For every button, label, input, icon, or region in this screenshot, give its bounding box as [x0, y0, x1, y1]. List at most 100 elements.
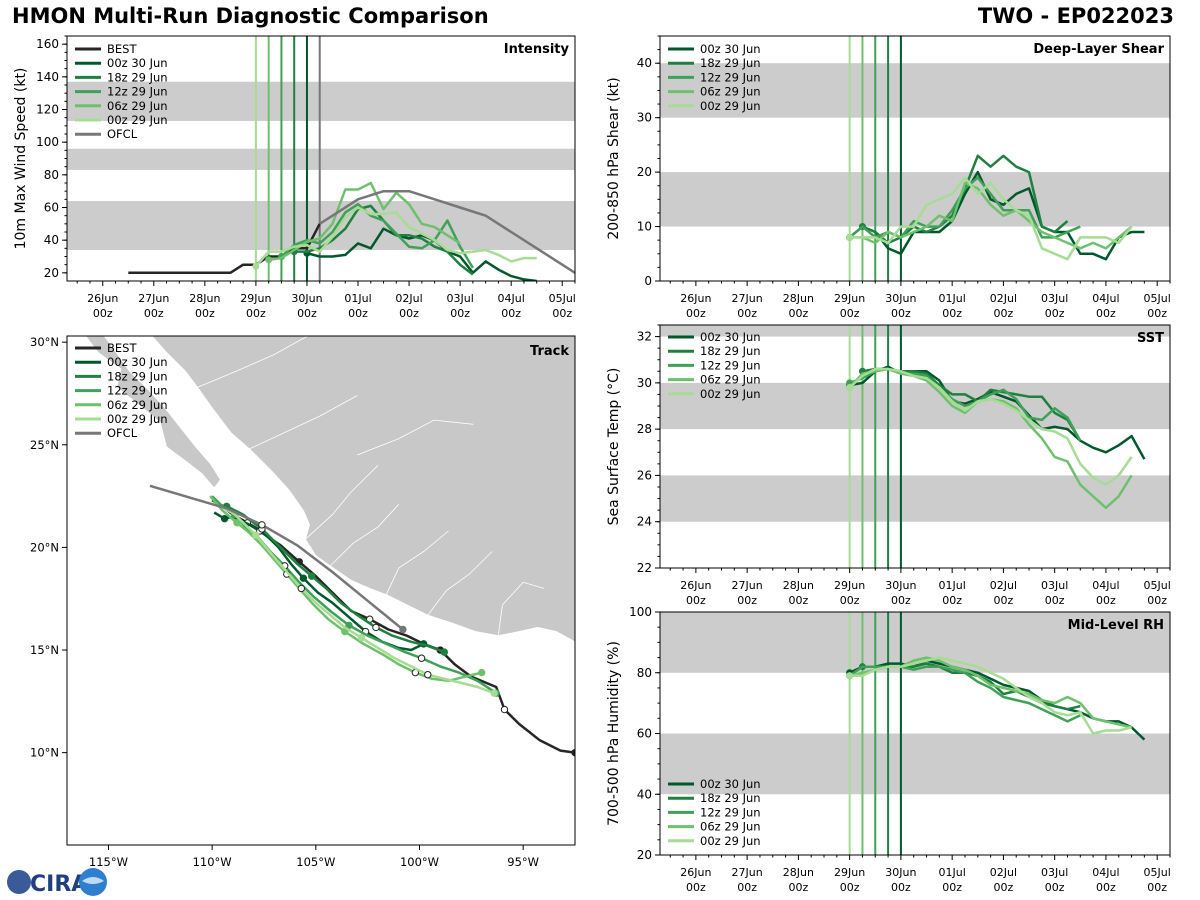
x-tick-label-hour: 00z: [246, 307, 266, 320]
y-tick-label: 0: [644, 274, 652, 288]
lat-tick-label: 30°N: [30, 335, 59, 349]
track-position-marker: [307, 572, 316, 580]
x-tick-label-day: 03Jul: [1041, 579, 1068, 592]
y-tick-label: 32: [637, 330, 652, 344]
x-tick-label-day: 29Jun: [240, 292, 271, 305]
threshold-band: [660, 63, 1170, 118]
storm-id: TWO - EP022023: [977, 4, 1174, 28]
track-position-marker: [477, 668, 486, 677]
x-tick-label-day: 02Jul: [395, 292, 422, 305]
x-tick-label-hour: 00z: [348, 307, 368, 320]
legend-entry: 12z 29 Jun: [107, 85, 168, 99]
y-tick-label: 100: [629, 605, 652, 619]
legend-entry: 06z 29 Jun: [107, 398, 168, 412]
lat-tick-label: 20°N: [30, 540, 59, 554]
track-position-marker: [500, 705, 509, 714]
state-border: [497, 581, 545, 636]
y-tick-label: 100: [36, 135, 59, 149]
legend-entry: 18z 29 Jun: [107, 70, 168, 84]
y-tick-label: 22: [637, 561, 652, 575]
y-tick-label: 20: [637, 848, 652, 862]
panel-title: Mid-Level RH: [1068, 618, 1164, 633]
lon-tick-label: 105°W: [296, 855, 335, 869]
x-tick-label-day: 28Jun: [783, 579, 814, 592]
legend-entry: OFCL: [107, 127, 138, 141]
x-tick-label-hour: 00z: [891, 594, 911, 607]
x-tick-label-day: 05Jul: [549, 292, 576, 305]
map-area: [85, 336, 575, 757]
x-tick-label-hour: 00z: [891, 307, 911, 320]
x-tick-label-day: 01Jul: [939, 292, 966, 305]
track-position-marker: [440, 648, 449, 656]
panel-shear: 0 10 20 30 40 26Jun 00z 27Jun 00z 28Jun 00z 29Jun 00…: [606, 35, 1171, 320]
legend-entry: 00z 30 Jun: [107, 355, 168, 369]
legend-entry: 06z 29 Jun: [107, 99, 168, 113]
x-tick-label-hour: 00z: [737, 881, 757, 894]
x-tick-label-day: 27Jun: [732, 579, 763, 592]
y-tick-label: 24: [637, 515, 652, 529]
x-tick-label-hour: 00z: [840, 594, 860, 607]
series-start-marker: [846, 383, 854, 391]
track-position-marker: [299, 574, 308, 582]
x-tick-label-day: 04Jul: [1092, 292, 1119, 305]
y-tick-label: 160: [36, 37, 59, 51]
x-tick-label-hour: 00z: [144, 307, 164, 320]
x-tick-label-hour: 00z: [399, 307, 419, 320]
legend-entry: 12z 29 Jun: [700, 70, 761, 84]
x-tick-label-day: 29Jun: [834, 866, 865, 879]
x-tick-label-day: 01Jul: [939, 866, 966, 879]
lon-tick-label: 95°W: [507, 855, 539, 869]
x-tick-label-day: 05Jul: [1144, 292, 1171, 305]
x-tick-label-day: 28Jun: [189, 292, 220, 305]
y-tick-label: 40: [637, 787, 652, 801]
x-tick-label-day: 04Jul: [1092, 866, 1119, 879]
x-tick-label-hour: 00z: [195, 307, 215, 320]
legend-entry: 12z 29 Jun: [700, 805, 761, 819]
y-tick-label: 140: [36, 70, 59, 84]
logo-swirl: [82, 877, 104, 884]
series-start-marker: [846, 672, 854, 680]
legend-entry: 00z 29 Jun: [107, 412, 168, 426]
series-start-marker: [846, 233, 854, 241]
x-tick-label-day: 27Jun: [732, 866, 763, 879]
series-line-ofcl: [319, 189, 575, 274]
x-tick-label-hour: 00z: [552, 307, 572, 320]
track-position-marker: [357, 634, 366, 642]
x-tick-label-hour: 00z: [1147, 307, 1167, 320]
baja-california: [85, 336, 221, 489]
x-tick-label-hour: 00z: [789, 594, 809, 607]
series-line-00z-29-jun: [849, 176, 1133, 261]
logo-globe-left: [7, 870, 31, 894]
legend-entry: 18z 29 Jun: [700, 56, 761, 70]
state-border: [305, 465, 379, 540]
track-position-marker: [233, 519, 241, 527]
x-tick-label-day: 26Jun: [680, 866, 711, 879]
axes-frame: [659, 324, 1171, 569]
lat-tick-label: 10°N: [30, 746, 59, 760]
y-tick-label: 80: [637, 666, 652, 680]
series-line-12z-29-jun: [848, 665, 1081, 723]
panel-title: Deep-Layer Shear: [1033, 42, 1164, 57]
x-tick-label-hour: 00z: [1147, 881, 1167, 894]
legend-entry: 06z 29 Jun: [700, 820, 761, 834]
x-tick-label-hour: 00z: [1096, 594, 1116, 607]
series-line-00z-29-jun: [254, 206, 537, 268]
track-position-marker: [372, 623, 380, 632]
x-tick-label-day: 05Jul: [1144, 579, 1171, 592]
track-position-marker: [258, 521, 266, 529]
state-border: [197, 336, 308, 388]
logo-text: CIRA: [30, 872, 88, 897]
y-tick-label: 80: [44, 168, 59, 182]
plot-area: [660, 612, 1170, 855]
legend-entry: 00z 29 Jun: [700, 834, 761, 848]
x-tick-label-day: 30Jun: [885, 292, 916, 305]
track-position-marker: [417, 654, 426, 662]
x-tick-label-hour: 00z: [737, 594, 757, 607]
threshold-band: [660, 172, 1170, 227]
x-tick-label-day: 29Jun: [834, 579, 865, 592]
x-tick-label-day: 28Jun: [783, 292, 814, 305]
track-position-marker: [220, 514, 229, 523]
